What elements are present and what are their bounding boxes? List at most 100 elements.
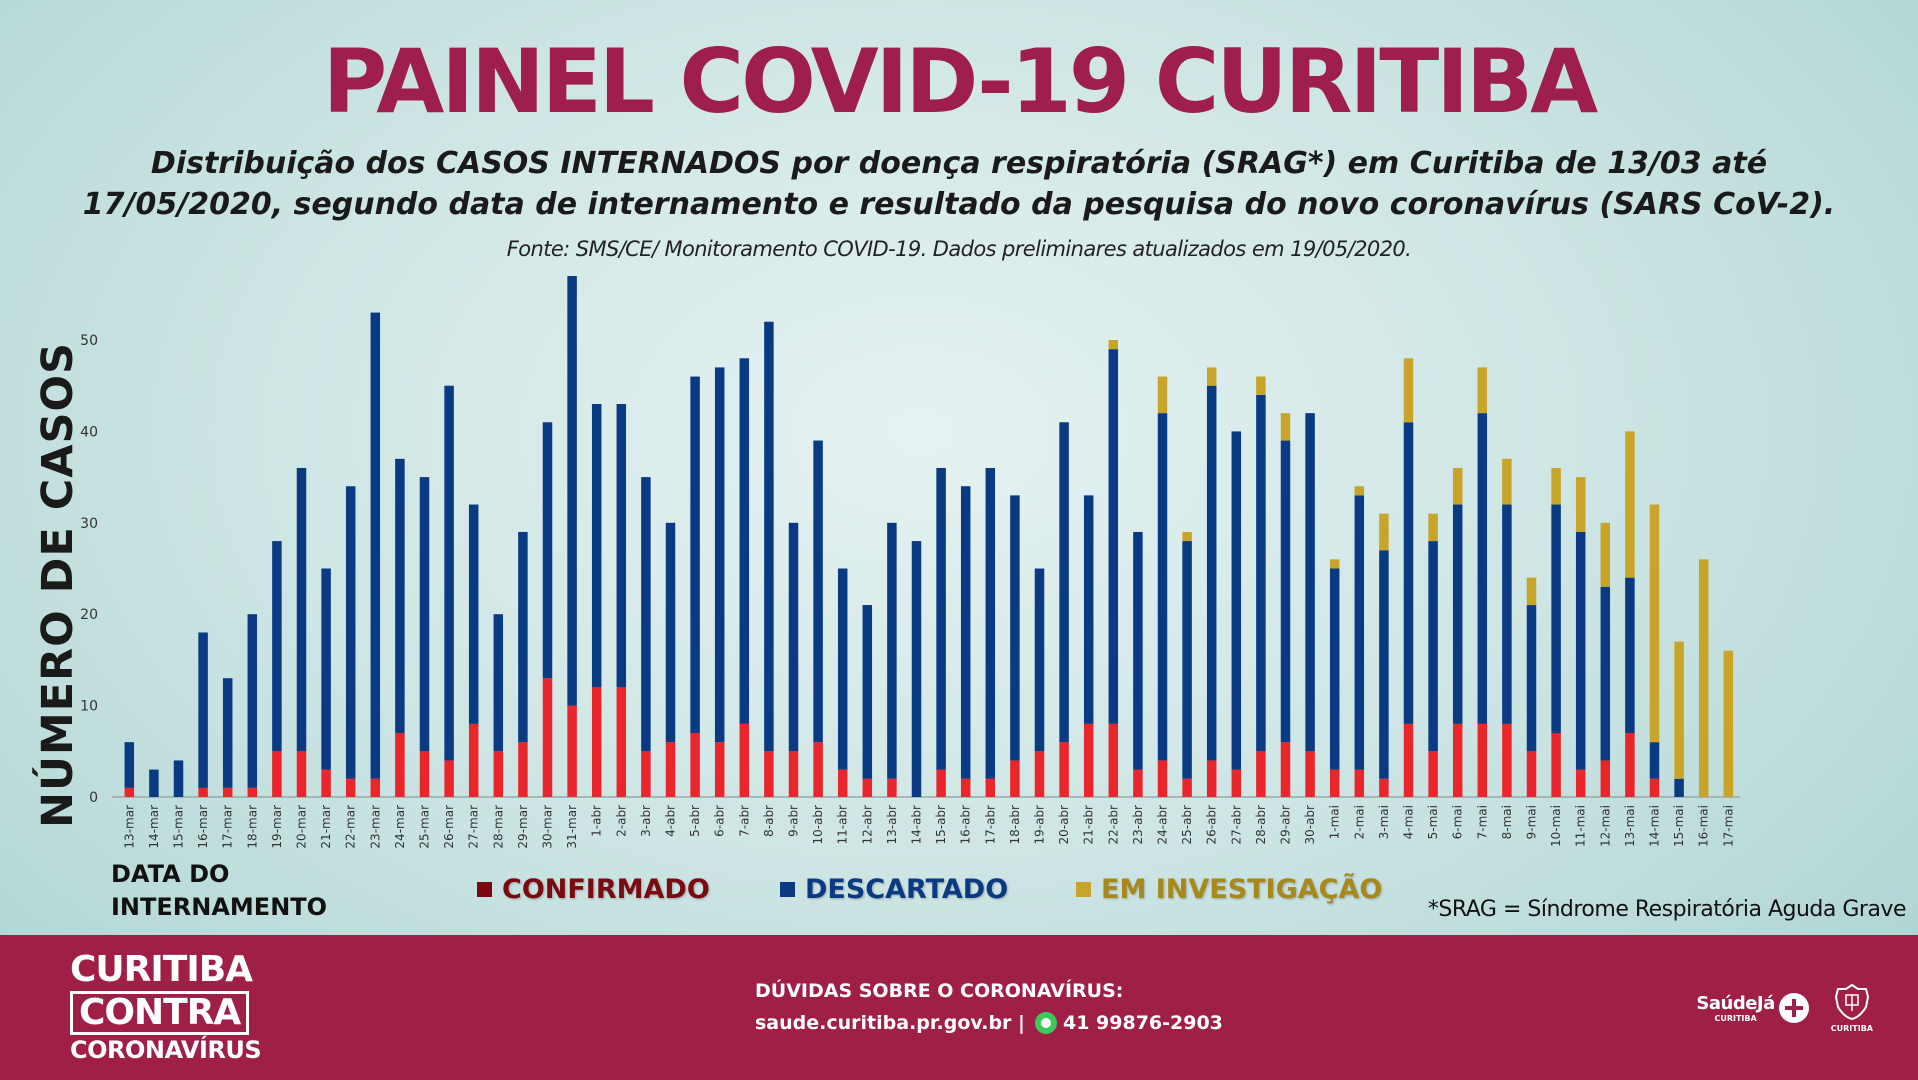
bar-confirmado <box>272 751 282 797</box>
bar-em-investigacao <box>1674 641 1684 779</box>
bar-confirmado <box>1206 760 1217 797</box>
chart-legend: CONFIRMADO DESCARTADO EM INVESTIGAÇÃO <box>0 874 1918 914</box>
bar-confirmado <box>395 733 405 797</box>
bar-em-investigacao <box>1649 504 1660 743</box>
bar-em-investigacao <box>1502 458 1512 505</box>
bar-em-investigacao <box>1526 577 1537 606</box>
bar-confirmado <box>1133 769 1143 797</box>
x-tick-label: 23-mar <box>368 805 382 849</box>
bar-descartado <box>1157 413 1168 761</box>
x-tick-label: 20-abr <box>1057 805 1071 845</box>
bar-confirmado <box>837 769 848 797</box>
bar-em-investigacao <box>1452 467 1463 505</box>
bar-confirmado <box>1157 760 1168 797</box>
x-tick-label: 16-abr <box>959 805 973 845</box>
bar-confirmado <box>936 769 946 797</box>
bar-em-investigacao <box>1625 431 1635 578</box>
bar-descartado <box>1133 531 1143 770</box>
legend-label-em-investigacao: EM INVESTIGAÇÃO <box>1101 874 1383 905</box>
bar-confirmado <box>321 769 331 797</box>
bar-descartado <box>1305 413 1315 752</box>
bar-descartado <box>813 440 823 743</box>
bar-em-investigacao <box>1600 522 1611 587</box>
bar-confirmado <box>690 733 700 797</box>
bar-descartado <box>468 504 479 724</box>
x-tick-label: 7-abr <box>737 805 751 837</box>
bar-descartado <box>124 742 135 788</box>
legend-label-confirmado: CONFIRMADO <box>502 874 710 905</box>
bar-confirmado <box>1575 769 1586 797</box>
bar-confirmado <box>296 751 307 797</box>
x-tick-label: 10-abr <box>811 805 825 845</box>
bar-em-investigacao <box>1698 559 1709 797</box>
x-tick-label: 19-mar <box>270 805 284 849</box>
bar-descartado <box>222 678 233 788</box>
x-axis-title-line-2: INTERNAMENTO <box>111 893 328 921</box>
bar-confirmado <box>198 787 208 797</box>
bar-confirmado <box>1256 751 1266 797</box>
x-tick-label: 3-mai <box>1377 805 1391 839</box>
bar-em-investigacao <box>1182 531 1192 542</box>
brand-line-2: CONTRA <box>70 991 250 1035</box>
x-tick-label: 28-mar <box>491 805 505 849</box>
x-tick-label: 11-abr <box>836 805 850 845</box>
bar-confirmado <box>1182 778 1192 797</box>
brand-line-1: CURITIBA <box>70 949 253 990</box>
x-tick-label: 15-mai <box>1672 805 1686 847</box>
bar-descartado <box>419 477 430 752</box>
bar-descartado <box>960 486 971 779</box>
bar-confirmado <box>1502 723 1512 797</box>
bar-descartado <box>665 522 676 743</box>
bar-confirmado <box>1600 760 1611 797</box>
x-tick-label: 9-mai <box>1525 805 1539 839</box>
x-tick-label: 14-abr <box>910 805 924 845</box>
bar-confirmado <box>493 751 504 797</box>
bar-descartado <box>1280 440 1291 743</box>
x-tick-label: 27-abr <box>1229 805 1243 845</box>
bar-descartado <box>1477 413 1488 724</box>
x-tick-label: 16-mai <box>1697 805 1711 847</box>
page-title: PAINEL COVID-19 CURITIBA <box>322 30 1598 133</box>
x-tick-label: 17-abr <box>983 805 997 845</box>
bar-confirmado <box>1305 751 1315 797</box>
x-tick-label: 12-mai <box>1598 805 1612 847</box>
bar-descartado <box>395 458 405 734</box>
bar-confirmado <box>1526 751 1537 797</box>
bar-confirmado <box>985 778 996 797</box>
bar-confirmado <box>247 787 258 797</box>
legend-item-em-investigacao: EM INVESTIGAÇÃO <box>1076 874 1382 905</box>
contact-site-link[interactable]: saude.curitiba.pr.gov.br | <box>755 1012 1025 1034</box>
bar-confirmado <box>1403 723 1414 797</box>
x-tick-label: 17-mar <box>221 805 235 849</box>
x-tick-label: 25-mar <box>418 805 432 849</box>
x-axis-title: DATA DO INTERNAMENTO <box>111 858 327 924</box>
bar-descartado <box>862 605 873 779</box>
x-tick-label: 13-mar <box>122 805 136 849</box>
legend-swatch-em-investigacao <box>1076 882 1091 897</box>
bar-confirmado <box>616 687 627 797</box>
bar-confirmado <box>1649 778 1660 797</box>
x-tick-label: 18-mar <box>245 805 259 849</box>
brand-line-3: CORONAVÍRUS <box>70 1036 262 1064</box>
bar-descartado <box>788 522 799 752</box>
legend-swatch-descartado <box>780 882 795 897</box>
x-tick-label: 20-mar <box>295 805 309 849</box>
city-crest-logo: CURITIBA <box>1831 983 1873 1033</box>
x-tick-label: 13-abr <box>885 805 899 845</box>
bar-confirmado <box>468 723 479 797</box>
source-note: Fonte: SMS/CE/ Monitoramento COVID-19. D… <box>506 237 1412 261</box>
bar-descartado <box>567 276 577 706</box>
x-tick-label: 14-mai <box>1648 805 1662 847</box>
bar-descartado <box>1108 349 1119 724</box>
bar-confirmado <box>739 723 750 797</box>
legend-item-descartado: DESCARTADO <box>780 874 1008 905</box>
bar-descartado <box>764 321 774 752</box>
bar-confirmado <box>1477 723 1488 797</box>
bar-descartado <box>1256 394 1266 752</box>
legend-swatch-confirmado <box>477 882 492 897</box>
bar-confirmado <box>960 778 971 797</box>
bar-descartado <box>1034 568 1045 752</box>
x-tick-label: 5-abr <box>688 805 702 837</box>
contact-info: DÚVIDAS SOBRE O CORONAVÍRUS: saude.curit… <box>755 980 1223 1034</box>
bar-confirmado <box>542 678 553 797</box>
